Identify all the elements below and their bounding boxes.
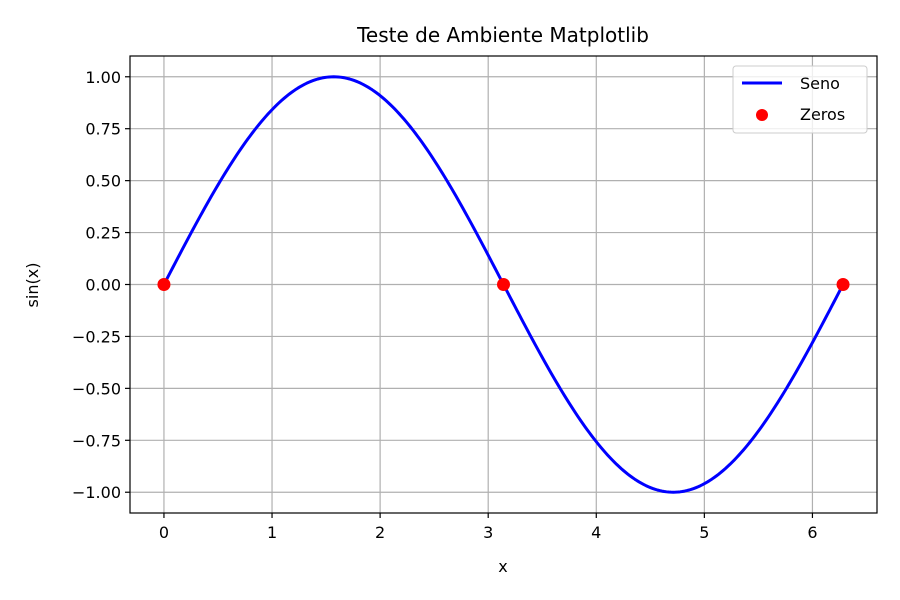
zero-point: [836, 278, 850, 291]
axis-ticks: 0 1 2 3 4 5 6 1.00 0.75 0.50 0.25 0.00 −0.25 −0.50 −0.…: [72, 68, 818, 542]
x-tick-label: 0: [159, 523, 169, 542]
x-tick-label: 4: [591, 523, 601, 542]
series-layer: [157, 75, 850, 494]
x-tick-label: 5: [699, 523, 709, 542]
y-tick-label: −0.25: [72, 327, 121, 346]
x-tick-label: 6: [807, 523, 817, 542]
y-tick-label: 0.50: [85, 172, 121, 191]
y-tick-label: 1.00: [85, 68, 121, 87]
x-axis-title: x: [498, 557, 507, 576]
y-tick-label: −1.00: [72, 483, 121, 502]
y-tick-label: 0.75: [85, 120, 121, 139]
y-tick-label: −0.75: [72, 431, 121, 450]
zero-point: [157, 278, 171, 291]
legend-swatch-zeros: [756, 109, 768, 121]
zero-point: [497, 278, 511, 291]
x-tick-label: 1: [267, 523, 277, 542]
chart-title: Teste de Ambiente Matplotlib: [356, 23, 649, 47]
grid: [130, 56, 877, 513]
legend-label-zeros: Zeros: [800, 105, 845, 124]
y-tick-label: 0.25: [85, 224, 121, 243]
x-tick-label: 2: [375, 523, 385, 542]
y-tick-label: −0.50: [72, 379, 121, 398]
plot-frame: [129, 55, 878, 514]
y-tick-label: 0.00: [85, 276, 121, 295]
x-tick-label: 3: [483, 523, 493, 542]
y-axis-title: sin(x): [23, 263, 42, 308]
legend: Seno Zeros: [732, 65, 868, 134]
legend-label-seno: Seno: [800, 74, 840, 93]
